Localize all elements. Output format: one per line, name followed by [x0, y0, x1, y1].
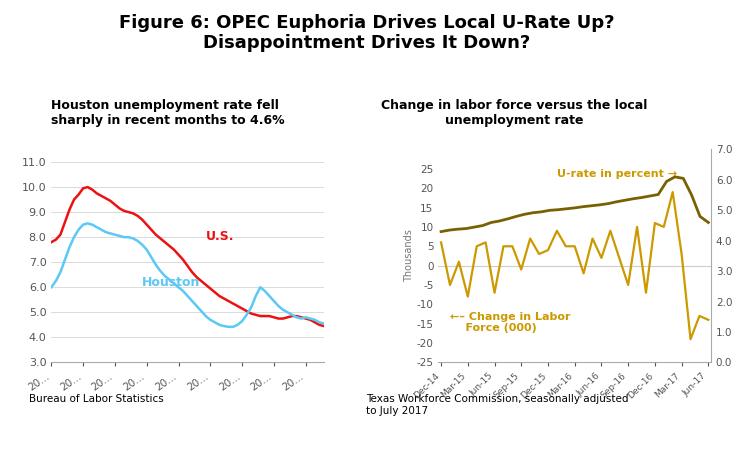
Text: Change in labor force versus the local
unemployment rate: Change in labor force versus the local u…	[381, 99, 647, 127]
Text: U.S.: U.S.	[206, 230, 235, 243]
Text: Houston unemployment rate fell
sharply in recent months to 4.6%: Houston unemployment rate fell sharply i…	[51, 99, 285, 127]
Text: Texas Workforce Commission, seasonally adjusted
to July 2017: Texas Workforce Commission, seasonally a…	[366, 394, 629, 416]
Text: U-rate in percent →: U-rate in percent →	[557, 169, 677, 178]
Y-axis label: Thousands: Thousands	[404, 230, 413, 282]
Text: Houston: Houston	[142, 276, 201, 289]
Text: Figure 6: OPEC Euphoria Drives Local U-Rate Up?
Disappointment Drives It Down?: Figure 6: OPEC Euphoria Drives Local U-R…	[119, 14, 614, 53]
Text: ←– Change in Labor
    Force (000): ←– Change in Labor Force (000)	[450, 312, 570, 333]
Text: Bureau of Labor Statistics: Bureau of Labor Statistics	[29, 394, 164, 404]
